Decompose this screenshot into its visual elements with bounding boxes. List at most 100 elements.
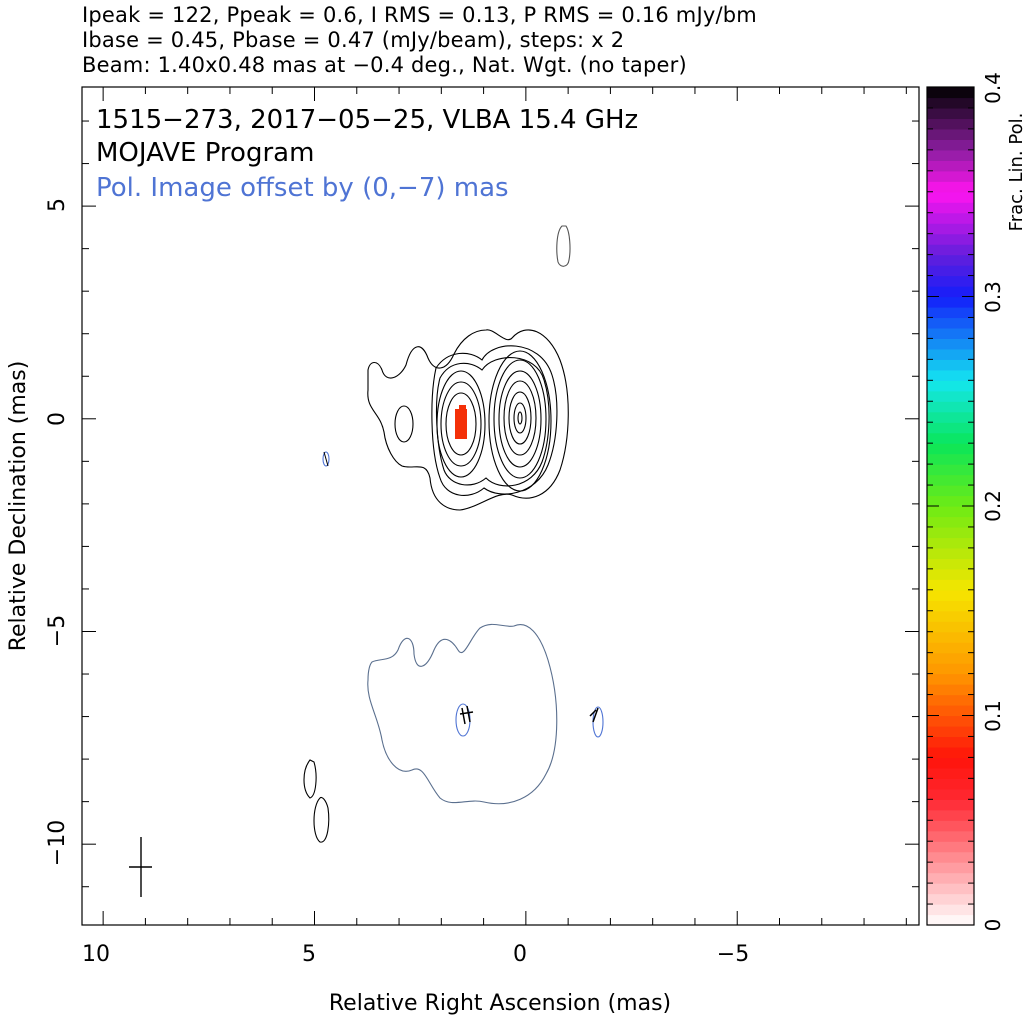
colorbar-band — [927, 327, 974, 339]
colorbar-band — [927, 746, 974, 758]
colorbar-band — [927, 443, 974, 455]
stokes-i-contour-core — [488, 350, 552, 492]
pol-offset-note: Pol. Image offset by (0,−7) mas — [96, 173, 509, 203]
colorbar-band — [927, 830, 974, 842]
y-tick-label: 0 — [45, 412, 70, 426]
colorbar-band — [927, 87, 974, 99]
colorbar-band — [927, 621, 974, 633]
pol-contour-small — [322, 451, 330, 467]
evpa-vectors — [459, 705, 599, 725]
colorbar-band — [927, 149, 974, 161]
colorbar-band — [927, 904, 974, 916]
colorbar-band — [927, 380, 974, 392]
colorbar-band — [927, 547, 974, 559]
colorbar-band — [927, 306, 974, 319]
colorbar-band — [927, 118, 974, 130]
colorbar-band — [927, 673, 974, 685]
colorbar-band — [927, 809, 974, 821]
colorbar-tick-label: 0.3 — [981, 281, 1005, 313]
colorbar-band — [927, 851, 974, 863]
colorbar-band — [927, 422, 974, 434]
colorbar-band — [927, 275, 974, 287]
colorbar-band — [927, 254, 974, 266]
colorbar-band — [927, 558, 974, 570]
colorbar-band — [927, 757, 974, 769]
colorbar-band — [927, 401, 974, 413]
colorbar-band — [927, 212, 974, 224]
y-axis-label: Relative Declination (mas) — [6, 361, 31, 652]
x-tick-label: 0 — [513, 942, 527, 967]
colorbar-band — [927, 411, 974, 423]
colorbar-band — [927, 348, 974, 360]
colorbar-band — [927, 820, 974, 832]
colorbar-band — [927, 191, 974, 203]
colorbar-ticks — [927, 86, 974, 926]
colorbar-band — [927, 610, 974, 622]
colorbar-band — [927, 338, 974, 350]
colorbar-band — [927, 652, 974, 664]
colorbar-band — [927, 736, 974, 748]
colorbar-band — [927, 160, 974, 172]
colorbar-band — [927, 97, 974, 109]
contours — [129, 225, 604, 897]
colorbar-band — [927, 474, 974, 486]
colorbar-band — [927, 181, 974, 193]
x-tick-label: 10 — [82, 942, 110, 967]
colorbar-band — [927, 725, 974, 738]
x-tick-label: −5 — [717, 942, 749, 967]
colorbar-band — [927, 369, 974, 381]
colorbar-band — [927, 516, 974, 528]
colorbar-band — [927, 862, 974, 874]
colorbar-tick-label: 0.4 — [981, 72, 1005, 104]
plot-title: 1515−273, 2017−05−25, VLBA 15.4 GHz — [96, 105, 638, 135]
colorbar-band — [927, 453, 974, 465]
stokes-i-contour-knot-outer — [394, 405, 414, 443]
colorbar-tick-label: 0.1 — [981, 700, 1005, 732]
colorbar-band — [927, 841, 974, 853]
axis-ticks — [82, 87, 919, 925]
colorbar-band — [927, 244, 974, 256]
x-tick-label: 5 — [302, 942, 316, 967]
stokes-i-contour-outer — [367, 329, 569, 511]
colorbar-band — [927, 233, 974, 245]
colorbar-band — [927, 107, 974, 120]
pol-contour-outer — [367, 623, 558, 805]
colorbar-band — [927, 705, 974, 717]
colorbar-band — [927, 139, 974, 151]
colorbar-band — [927, 223, 974, 235]
header-line-base-levels: Ibase = 0.45, Pbase = 0.47 (mJy/beam), s… — [82, 28, 625, 52]
frac-pol-patch — [455, 409, 467, 439]
colorbar-label: Frac. Lin. Pol. — [1006, 113, 1027, 232]
stokes-i-contour-isolated — [556, 225, 571, 267]
colorbar-band — [927, 317, 974, 329]
colorbar-band — [927, 128, 974, 140]
plot-frame — [81, 86, 920, 926]
colorbar-band — [927, 495, 974, 507]
colorbar-band — [927, 568, 974, 580]
colorbar-band — [927, 788, 974, 800]
colorbar-band — [927, 202, 974, 214]
colorbar-band — [927, 296, 974, 308]
stokes-i-contour-lower-left-2 — [313, 796, 330, 843]
colorbar-band — [927, 526, 974, 539]
colorbar-band — [927, 684, 974, 696]
colorbar-band — [927, 359, 974, 371]
colorbar — [927, 87, 974, 926]
colorbar-band — [927, 663, 974, 675]
colorbar-tick-label: 0 — [981, 919, 1005, 932]
colorbar-band — [927, 872, 974, 884]
colorbar-band — [927, 485, 974, 497]
colorbar-band — [927, 642, 974, 654]
colorbar-band — [927, 631, 974, 643]
colorbar-band — [927, 464, 974, 476]
colorbar-band — [927, 715, 974, 727]
colorbar-band — [927, 914, 974, 926]
colorbar-band — [927, 170, 974, 182]
colorbar-band — [927, 799, 974, 811]
colorbar-band — [927, 537, 974, 549]
colorbar-band — [927, 767, 974, 779]
x-axis-label: Relative Right Ascension (mas) — [329, 991, 671, 1016]
stokes-i-contour-lower-left-1 — [303, 759, 317, 799]
colorbar-band — [927, 893, 974, 905]
